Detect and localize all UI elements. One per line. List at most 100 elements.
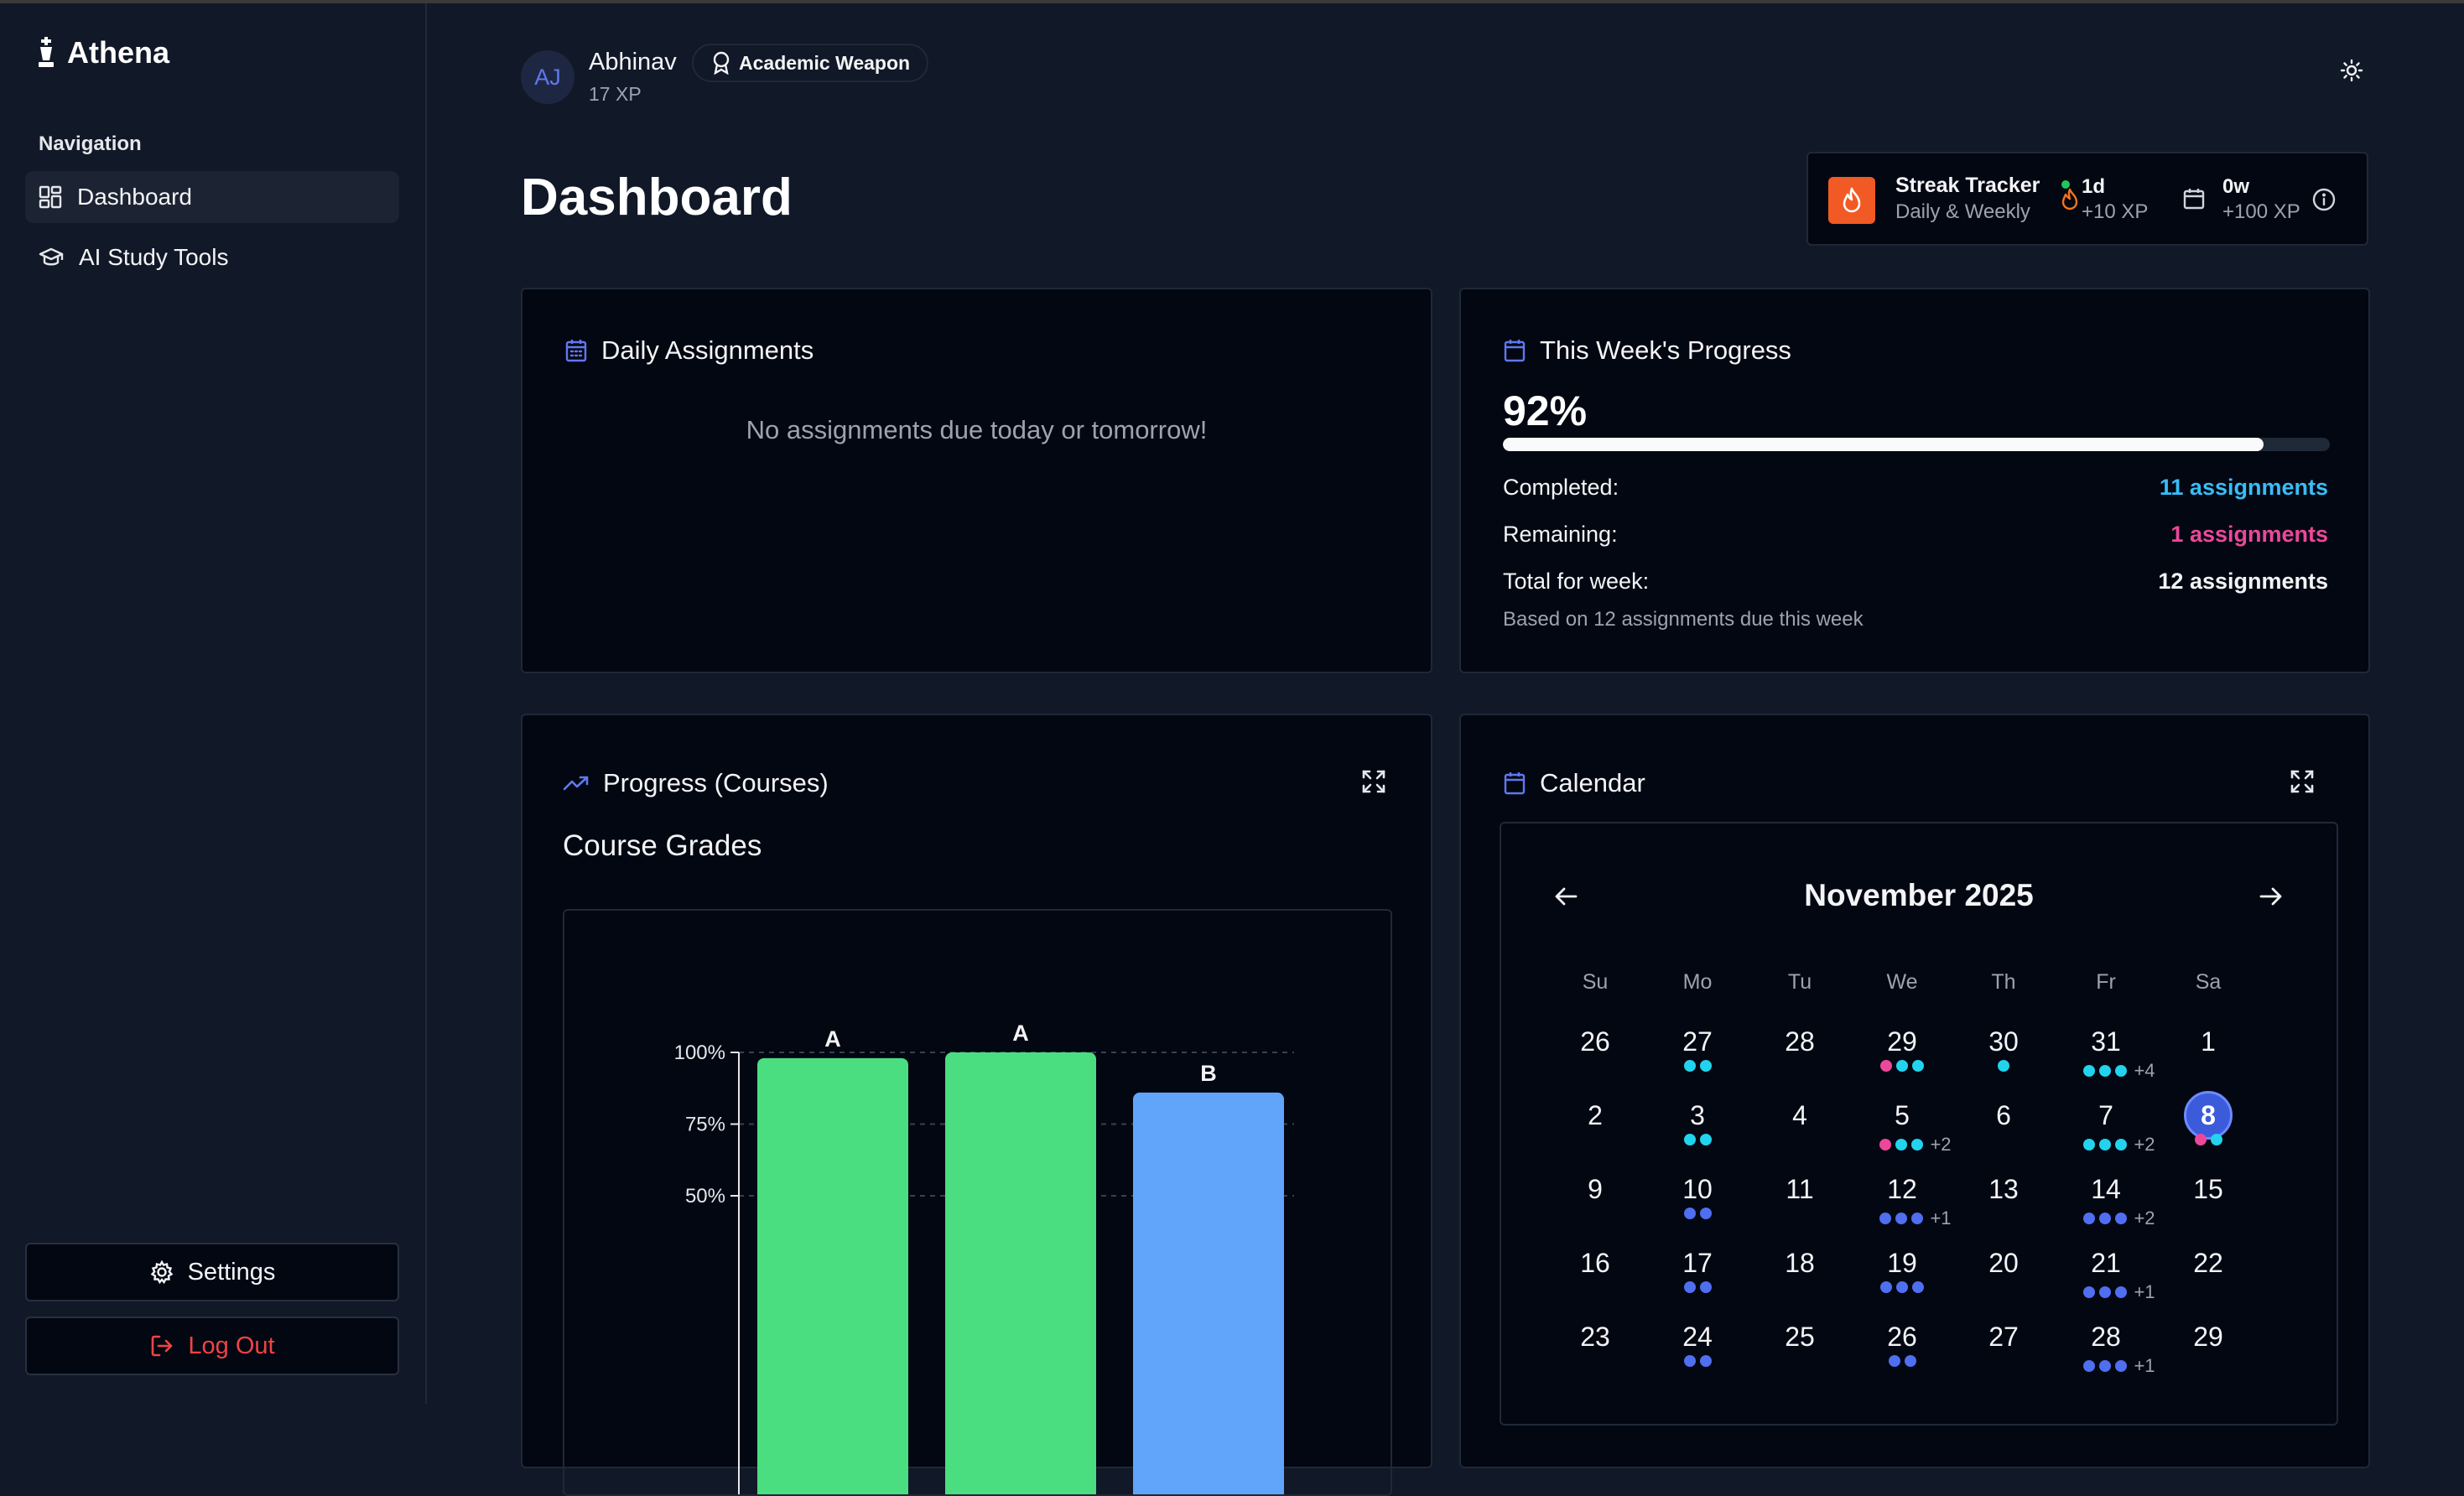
more-assignments-count: +2 xyxy=(2134,1208,2155,1228)
sidebar-item-label: AI Study Tools xyxy=(79,244,229,270)
calendar-day[interactable]: 12 xyxy=(1887,1174,1917,1204)
award-icon xyxy=(712,51,730,75)
remaining-label: Remaining: xyxy=(1503,522,1618,547)
calendar-day[interactable]: 18 xyxy=(1785,1248,1815,1278)
assignment-dots xyxy=(1852,1060,1952,1072)
chart-heading: Course Grades xyxy=(563,829,762,862)
badge-label: Academic Weapon xyxy=(739,51,911,74)
assignment-dot xyxy=(2115,1360,2128,1372)
assignment-dot xyxy=(1880,1060,1892,1072)
expand-icon[interactable] xyxy=(1361,769,1386,794)
assignment-dots: +2 xyxy=(2069,1208,2170,1229)
calendar-day[interactable]: 24 xyxy=(1682,1322,1713,1352)
more-assignments-count: +1 xyxy=(2134,1355,2155,1376)
bar-grade-label: A xyxy=(824,1026,841,1052)
remaining-value: 1 assignments xyxy=(2170,522,2328,547)
app-logo[interactable]: Athena xyxy=(37,35,169,70)
calendar-day[interactable]: 17 xyxy=(1682,1248,1713,1278)
assignment-dot xyxy=(1895,1139,1908,1151)
calendar-day[interactable]: 27 xyxy=(1682,1026,1713,1057)
sidebar-item-dashboard[interactable]: Dashboard xyxy=(25,171,399,223)
weekday-label: Mo xyxy=(1682,970,1713,994)
assignment-dot xyxy=(2099,1360,2112,1372)
calendar-day[interactable]: 7 xyxy=(2098,1100,2113,1130)
calendar-day[interactable]: 6 xyxy=(1996,1100,2011,1130)
user-name: Abhinav xyxy=(589,49,677,75)
calendar-day[interactable]: 31 xyxy=(2091,1026,2121,1057)
assignment-dot xyxy=(1699,1060,1712,1072)
assignment-dot xyxy=(1911,1139,1924,1151)
prev-month-arrow-icon[interactable] xyxy=(1553,886,1578,907)
achievement-badge[interactable]: Academic Weapon xyxy=(692,44,929,82)
calendar-month-label: November 2025 xyxy=(1804,878,2034,912)
grade-bar[interactable] xyxy=(1133,1092,1284,1494)
more-assignments-count: +4 xyxy=(2134,1060,2155,1081)
user-xp: 17 XP xyxy=(589,83,642,105)
assignment-dot xyxy=(1683,1355,1696,1367)
assignment-dot xyxy=(1699,1208,1712,1219)
grade-bar[interactable] xyxy=(945,1052,1096,1494)
calendar-day-today[interactable]: 8 xyxy=(2184,1091,2233,1140)
calendar-day[interactable]: 26 xyxy=(1887,1322,1917,1352)
calendar-day[interactable]: 29 xyxy=(2193,1322,2223,1352)
assignment-dot xyxy=(2083,1065,2096,1077)
assignment-dots: +1 xyxy=(1865,1208,1966,1229)
logout-button[interactable]: Log Out xyxy=(25,1317,399,1375)
nav-section-title: Navigation xyxy=(39,132,142,155)
assignment-dots: +1 xyxy=(2069,1281,2170,1303)
calendar-day[interactable]: 9 xyxy=(1588,1174,1603,1204)
calendar-day[interactable]: 19 xyxy=(1887,1248,1917,1278)
calendar-day[interactable]: 11 xyxy=(1786,1174,1814,1204)
calendar-day[interactable]: 28 xyxy=(1785,1026,1815,1057)
active-status-dot xyxy=(2061,180,2070,189)
calendar-day[interactable]: 22 xyxy=(2193,1248,2223,1278)
progress-bar xyxy=(1503,438,2330,451)
assignment-dots: +1 xyxy=(2069,1355,2170,1377)
calendar-day[interactable]: 28 xyxy=(2091,1322,2121,1352)
calendar-day[interactable]: 2 xyxy=(1588,1100,1603,1130)
calendar-day[interactable]: 27 xyxy=(1988,1322,2019,1352)
calendar-day[interactable]: 23 xyxy=(1580,1322,1610,1352)
progress-bar-fill xyxy=(1503,438,2264,451)
calendar-day[interactable]: 26 xyxy=(1580,1026,1610,1057)
assignment-dots: +2 xyxy=(2069,1134,2170,1156)
avatar[interactable]: AJ xyxy=(521,50,574,104)
logout-icon xyxy=(149,1333,174,1358)
calendar-day[interactable]: 16 xyxy=(1580,1248,1610,1278)
sidebar-item-ai-study-tools[interactable]: AI Study Tools xyxy=(25,231,399,283)
assignment-dots xyxy=(1852,1355,1952,1367)
assignment-dot xyxy=(2115,1286,2128,1298)
grade-bar[interactable] xyxy=(757,1057,908,1494)
course-grades-chart: 100% 75% 50% A A B xyxy=(674,1021,1294,1494)
streak-tracker[interactable]: Streak Tracker Daily & Weekly 1d +10 XP … xyxy=(1806,152,2368,246)
settings-button[interactable]: Settings xyxy=(25,1243,399,1301)
calendar-day[interactable]: 3 xyxy=(1690,1100,1705,1130)
calendar-day[interactable]: 29 xyxy=(1887,1026,1917,1057)
calendar-day[interactable]: 4 xyxy=(1792,1100,1807,1130)
calendar-day[interactable]: 15 xyxy=(2193,1174,2223,1204)
info-icon[interactable] xyxy=(2311,187,2337,212)
card-title: Progress (Courses) xyxy=(603,768,829,797)
assignment-dots xyxy=(1647,1281,1748,1293)
calendar-day[interactable]: 13 xyxy=(1988,1174,2019,1204)
calendar-day[interactable]: 1 xyxy=(2201,1026,2216,1057)
calendar-day[interactable]: 10 xyxy=(1682,1174,1713,1204)
theme-toggle-sun-icon[interactable] xyxy=(2340,59,2363,82)
calendar-day[interactable]: 30 xyxy=(1988,1026,2019,1057)
assignment-dot xyxy=(2115,1065,2128,1077)
next-month-arrow-icon[interactable] xyxy=(2259,886,2284,907)
calendar-day[interactable]: 5 xyxy=(1895,1100,1910,1130)
calendar-day[interactable]: 21 xyxy=(2091,1248,2121,1278)
calendar-day[interactable]: 25 xyxy=(1785,1322,1815,1352)
calendar-day[interactable]: 14 xyxy=(2091,1174,2121,1204)
calendar-day[interactable]: 20 xyxy=(1988,1248,2019,1278)
assignment-dot xyxy=(1888,1355,1900,1367)
weekday-label: Su xyxy=(1582,970,1609,994)
expand-icon[interactable] xyxy=(2290,769,2315,794)
assignment-dot xyxy=(1896,1281,1908,1293)
completed-label: Completed: xyxy=(1503,475,1619,500)
assignment-dot xyxy=(1879,1139,1892,1151)
calendar-days-icon xyxy=(564,338,588,363)
week-progress-card: This Week's Progress 92% Completed: 11 a… xyxy=(1459,288,2370,673)
assignment-dot xyxy=(2099,1286,2112,1298)
